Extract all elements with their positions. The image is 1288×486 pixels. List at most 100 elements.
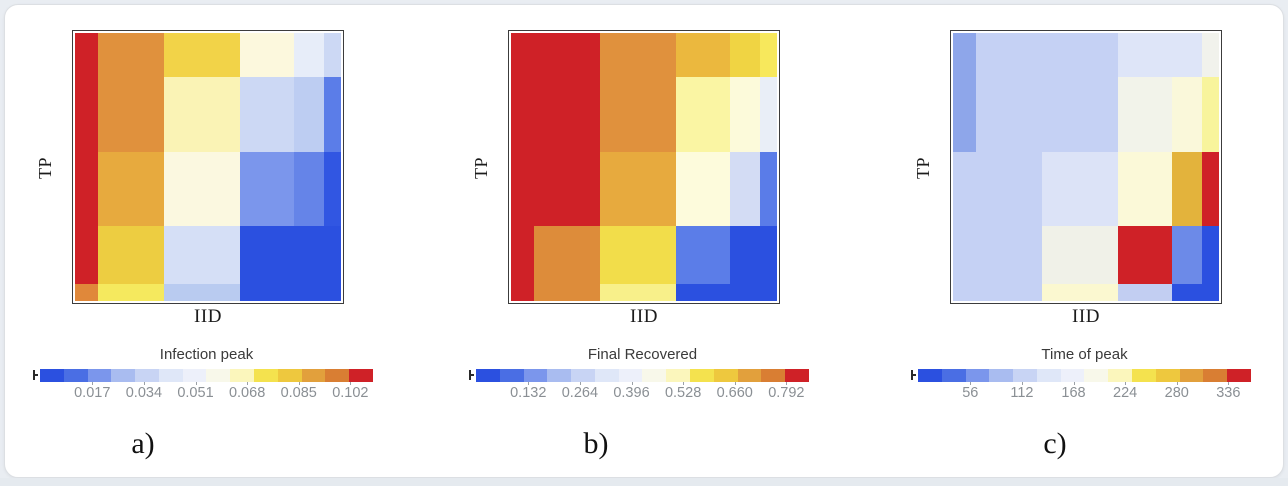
heatmap-cell	[163, 283, 241, 301]
colorbar-tick	[631, 382, 633, 385]
heatmap-cell	[953, 283, 976, 301]
heatmap-cell	[97, 283, 164, 301]
heatmap-cell	[676, 151, 731, 226]
colorbar-segment	[918, 369, 942, 382]
heatmap-cell	[1172, 225, 1203, 284]
y-axis-label: TP	[912, 157, 933, 180]
heatmap-cell	[511, 33, 534, 77]
colorbar-end-tick-mark	[33, 370, 35, 380]
colorbar-segment	[1179, 369, 1204, 382]
colorbar-segment	[301, 369, 326, 382]
colorbar-end-tick-mark	[471, 374, 474, 376]
colorbar-segment	[761, 369, 786, 382]
panel-b: TP IID Final Recovered 0.132 0.264 0.396 0.528…	[436, 0, 872, 486]
heatmap-cell	[760, 151, 777, 226]
colorbar-segment	[737, 369, 762, 382]
colorbar-segment	[1108, 369, 1133, 382]
colorbar-tick-label: 0.102	[332, 385, 369, 401]
colorbar-segment	[1084, 369, 1109, 382]
colorbar-tick	[298, 382, 300, 385]
panel-label-b: b)	[583, 427, 609, 460]
colorbar-tick	[92, 382, 94, 385]
heatmap-cell	[953, 151, 976, 226]
heatmap-cell	[599, 33, 677, 77]
x-axis-label: IID	[630, 306, 658, 327]
colorbar	[476, 369, 809, 382]
colorbar-tick-label: 224	[1113, 385, 1138, 401]
heatmap-cell	[75, 76, 98, 152]
heatmap-cell	[975, 76, 1042, 152]
heatmap-cell	[240, 283, 295, 301]
heatmap-cell	[324, 76, 341, 152]
heatmap-cell	[1202, 151, 1219, 226]
colorbar-segment	[349, 369, 373, 382]
colorbar-tick-label: 0.660	[716, 385, 753, 401]
colorbar-tick-label: 0.396	[613, 385, 650, 401]
colorbar-segment	[1060, 369, 1085, 382]
colorbar-tick	[1228, 382, 1230, 385]
heatmap-cell	[324, 151, 341, 226]
heatmap-cell	[599, 225, 677, 284]
heatmap-cell	[676, 283, 731, 301]
colorbar-segment	[1155, 369, 1180, 382]
heatmap-cell	[163, 76, 241, 152]
colorbar-segment	[1227, 369, 1251, 382]
colorbar-segment	[941, 369, 966, 382]
heatmap-cell	[760, 225, 777, 284]
colorbar-end-tick-mark	[35, 374, 38, 376]
colorbar-segment	[571, 369, 595, 382]
heatmap-cell	[730, 225, 761, 284]
y-axis-label: TP	[34, 157, 55, 180]
colorbar-tick-label: 0.068	[228, 385, 266, 401]
heatmap-c	[950, 30, 1222, 304]
heatmap-cell	[1118, 76, 1173, 152]
colorbar-tick	[970, 382, 972, 385]
heatmap-cell	[533, 33, 600, 77]
heatmap-grid	[75, 33, 341, 301]
colorbar-segment	[594, 369, 619, 382]
colorbar-tick-label: 0.034	[125, 385, 163, 401]
colorbar-tick	[734, 382, 736, 385]
colorbar-tick-label: 0.017	[74, 385, 111, 401]
heatmap-cell	[533, 76, 600, 152]
x-axis-label: IID	[194, 306, 222, 327]
colorbar-tick-label: 0.528	[664, 385, 702, 401]
heatmap-cell	[599, 151, 677, 226]
heatmap-cell	[730, 283, 761, 301]
heatmap-cell	[975, 33, 1042, 77]
panel-label-a: a)	[131, 427, 155, 460]
colorbar-segment	[1203, 369, 1228, 382]
heatmap-cell	[1041, 151, 1119, 226]
heatmap-cell	[324, 225, 341, 284]
heatmap-cell	[1202, 225, 1219, 284]
heatmap-cell	[511, 151, 534, 226]
heatmap-cell	[75, 225, 98, 284]
colorbar-tick-label: 112	[1010, 385, 1034, 401]
colorbar-segment	[206, 369, 231, 382]
heatmap-cell	[730, 76, 761, 152]
heatmap-cell	[1202, 33, 1219, 77]
colorbar-segment	[523, 369, 548, 382]
colorbar-segment	[666, 369, 691, 382]
heatmap-cell	[324, 283, 341, 301]
colorbar-tick	[1125, 382, 1127, 385]
colorbar-tick-label: 0.792	[768, 385, 805, 401]
heatmap-cell	[163, 151, 241, 226]
heatmap-cell	[75, 33, 98, 77]
heatmap-cell	[1118, 151, 1173, 226]
colorbar-tick	[1176, 382, 1178, 385]
heatmap-cell	[1172, 33, 1203, 77]
heatmap-cell	[97, 76, 164, 152]
colorbar-tick-label: 0.132	[510, 385, 547, 401]
colorbar-segment	[40, 369, 64, 382]
panel-label-c: c)	[1043, 427, 1067, 460]
heatmap-cell	[1172, 76, 1203, 152]
heatmap-cell	[294, 76, 325, 152]
colorbar-tick-label: 168	[1061, 385, 1086, 401]
heatmap-cell	[975, 283, 1042, 301]
heatmap-cell	[676, 33, 731, 77]
page-background-strip	[0, 478, 1288, 486]
heatmap-cell	[975, 225, 1042, 284]
colorbar-segment	[785, 369, 809, 382]
heatmap-cell	[953, 33, 976, 77]
